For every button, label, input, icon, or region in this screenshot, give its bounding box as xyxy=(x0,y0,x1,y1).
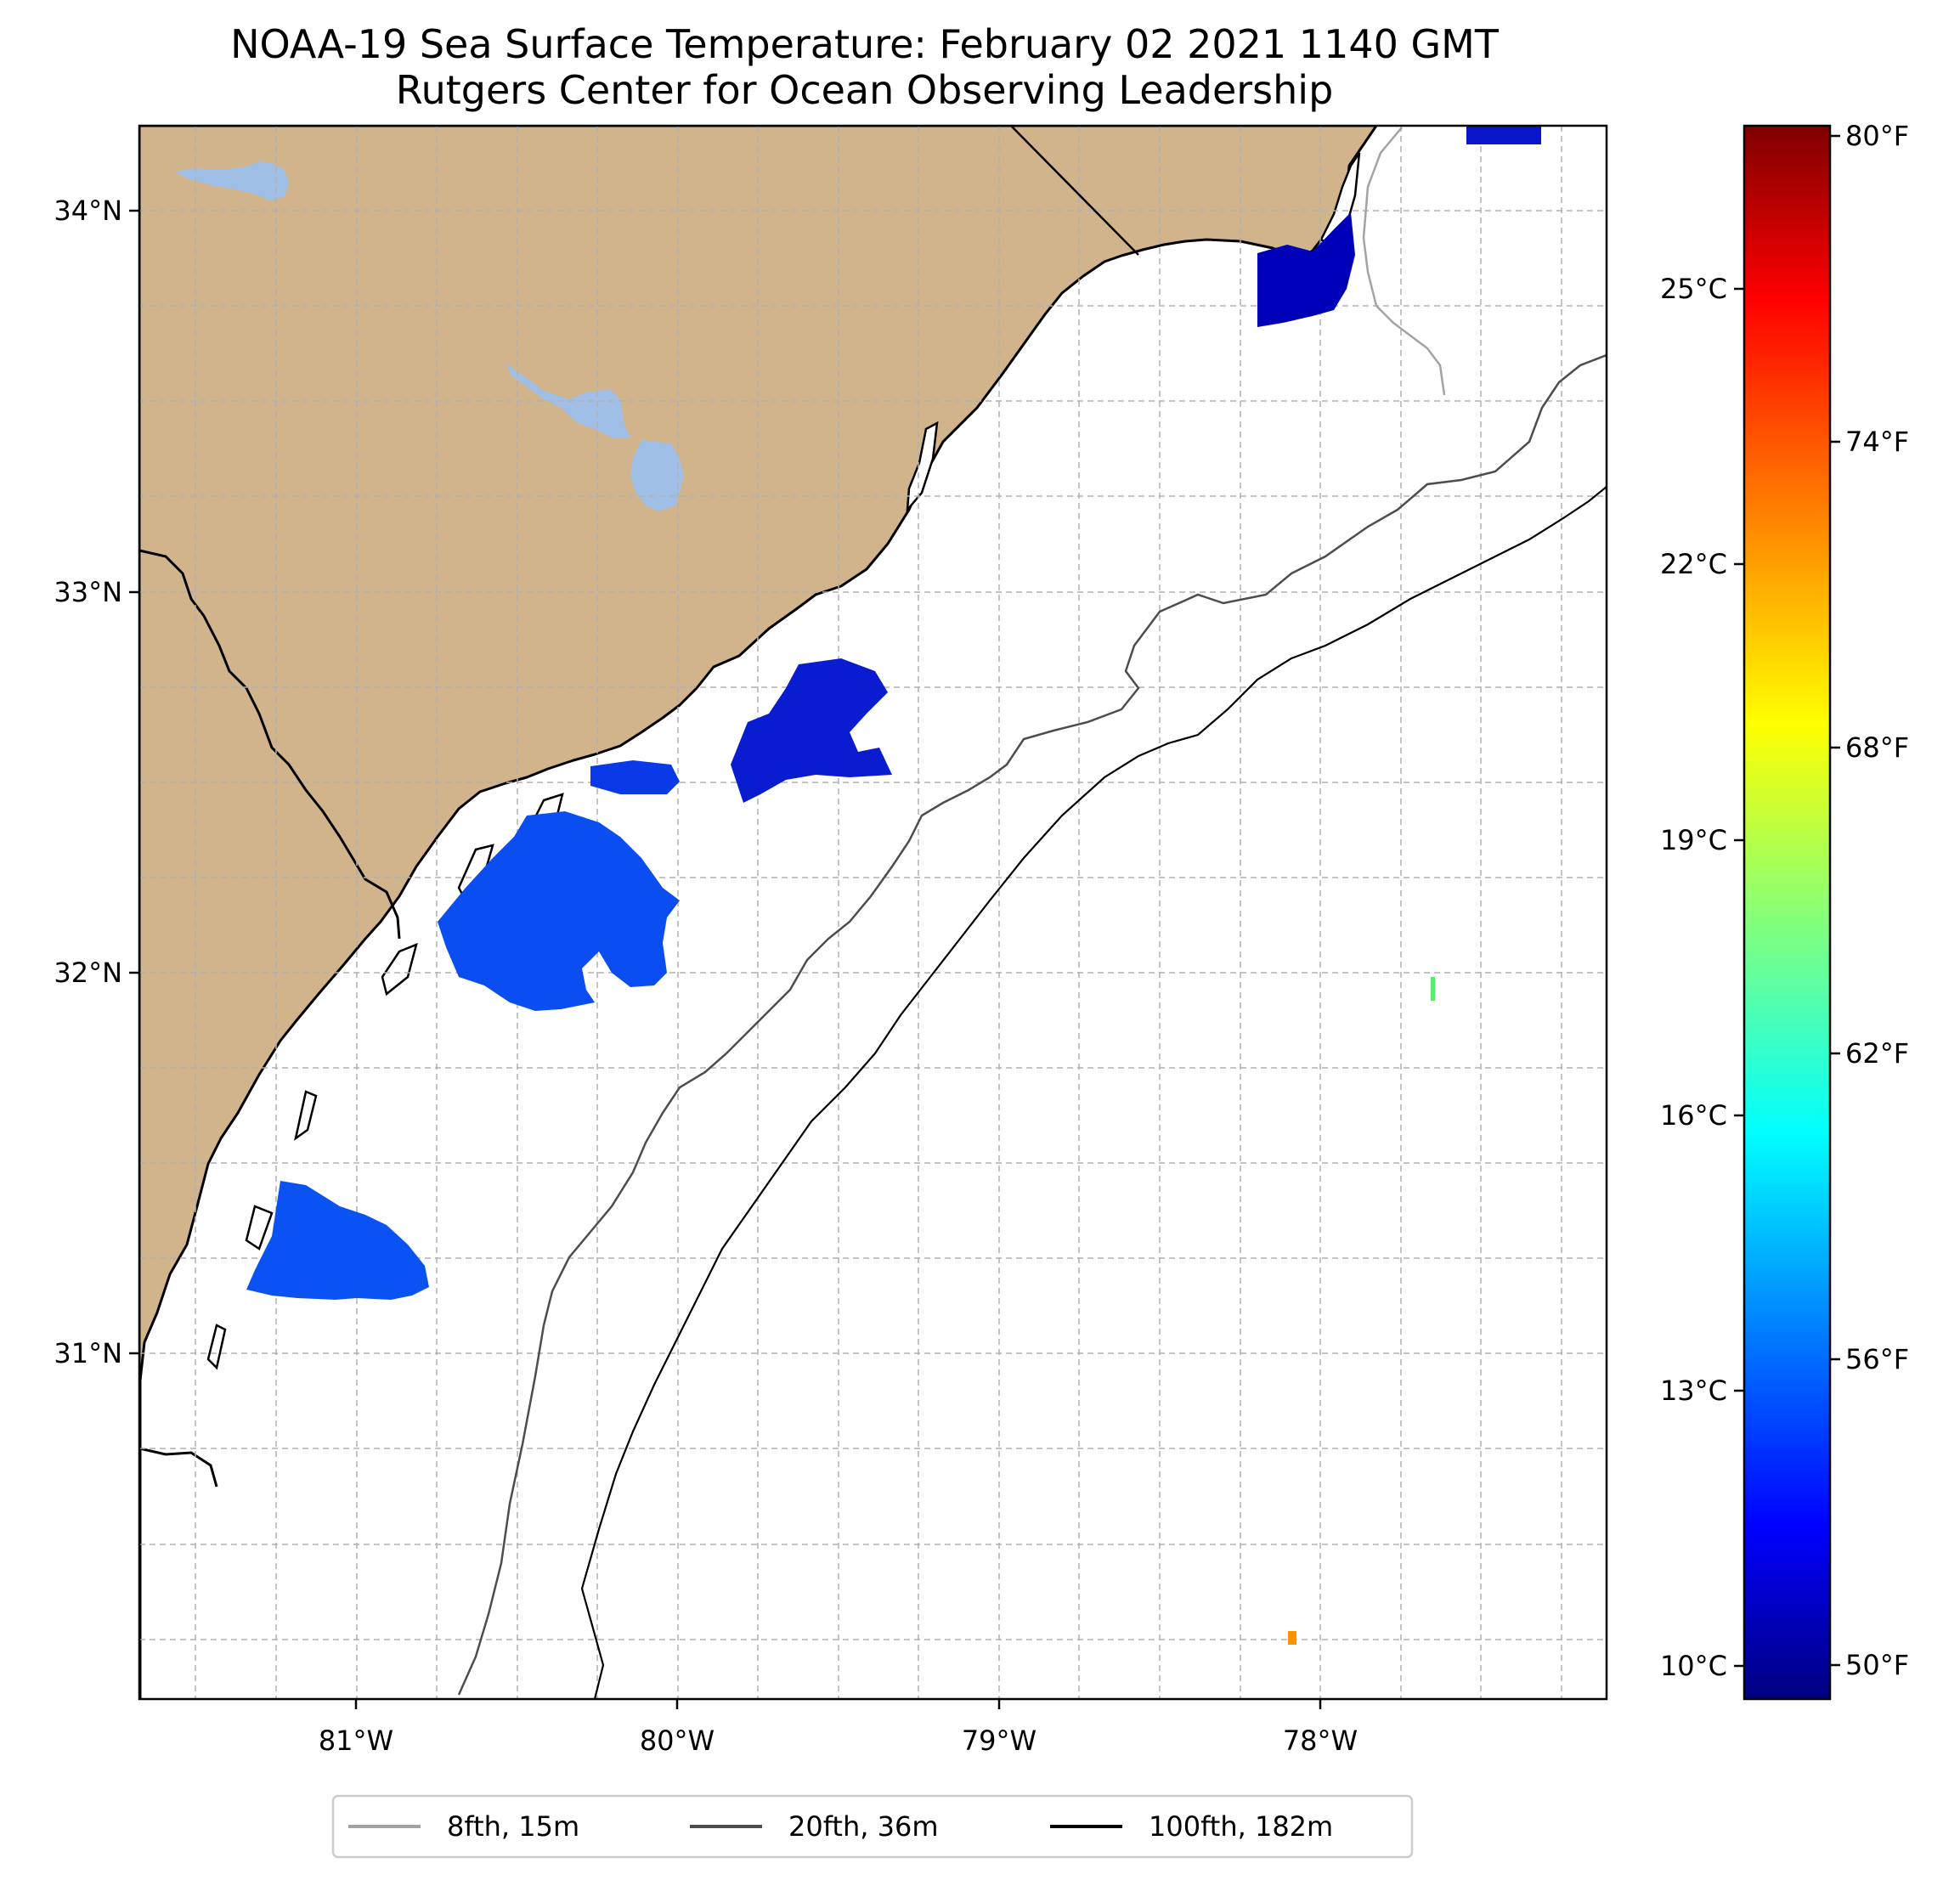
cbar-f-74: 74°F xyxy=(1845,426,1909,458)
lat-label-32n: 32°N xyxy=(54,957,122,989)
longitude-labels: 81°W 80°W 79°W 78°W xyxy=(319,1725,1358,1757)
lat-label-31n: 31°N xyxy=(54,1337,122,1369)
cbar-f-56: 56°F xyxy=(1845,1343,1909,1375)
sst-warm-pixels xyxy=(1431,977,1435,1001)
cbar-c-19: 19°C xyxy=(1660,824,1727,856)
colorbar-celsius-labels: 25°C 22°C 19°C 16°C 13°C 10°C xyxy=(1660,273,1727,1682)
lon-label-81w: 81°W xyxy=(319,1725,393,1757)
cbar-c-22: 22°C xyxy=(1660,548,1727,580)
sst-hot-pixels xyxy=(1288,1631,1296,1645)
lon-label-78w: 78°W xyxy=(1283,1725,1358,1757)
legend-label-15m: 8fth, 15m xyxy=(447,1810,579,1843)
colorbar xyxy=(1744,126,1830,1699)
cbar-c-10: 10°C xyxy=(1660,1650,1727,1682)
sst-patch-charleston xyxy=(590,760,680,794)
cbar-c-25: 25°C xyxy=(1660,273,1727,305)
lat-label-33n: 33°N xyxy=(54,576,122,608)
cbar-c-13: 13°C xyxy=(1660,1375,1727,1407)
latitude-labels: 31°N 32°N 33°N 34°N xyxy=(54,195,122,1369)
lon-label-80w: 80°W xyxy=(640,1725,715,1757)
sst-patch-cape-fear-north xyxy=(1466,126,1541,144)
legend-label-36m: 20fth, 36m xyxy=(788,1810,938,1843)
cbar-f-68: 68°F xyxy=(1845,731,1909,764)
cbar-c-16: 16°C xyxy=(1660,1099,1727,1132)
colorbar-fahrenheit-labels: 80°F 74°F 68°F 62°F 56°F 50°F xyxy=(1845,120,1909,1681)
cbar-f-80: 80°F xyxy=(1845,120,1909,152)
lon-label-79w: 79°W xyxy=(962,1725,1036,1757)
legend-label-182m: 100fth, 182m xyxy=(1149,1810,1333,1843)
cbar-f-50: 50°F xyxy=(1845,1649,1909,1681)
lat-label-34n: 34°N xyxy=(54,195,122,227)
cbar-f-62: 62°F xyxy=(1845,1037,1909,1070)
